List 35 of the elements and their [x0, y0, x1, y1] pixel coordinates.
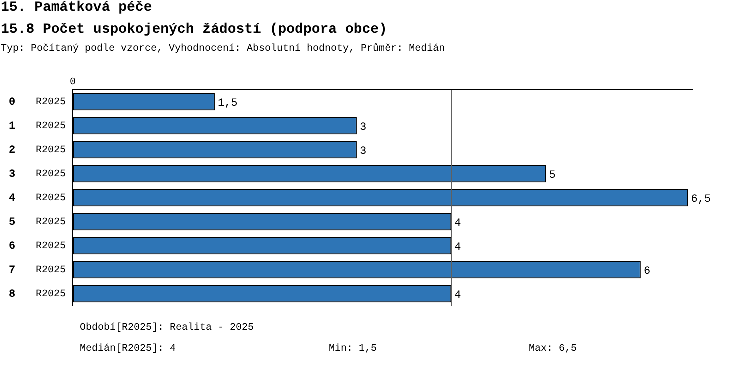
- text: R2025: [36, 266, 66, 277]
- y-tick-label: 0: [9, 96, 16, 109]
- y-tick-label: 4: [9, 192, 16, 205]
- data-label: 4: [454, 242, 462, 254]
- data-label: 6: [644, 266, 651, 278]
- chart-subtitle: 15.8 Počet uspokojených žádostí (podpora obce): [1, 22, 388, 38]
- text: Období[R2025]: Realita - 2025: [80, 323, 254, 334]
- text: R2025: [36, 122, 66, 133]
- text: 0: [70, 78, 76, 89]
- y-tick-label: 7: [9, 264, 16, 277]
- y-tick-label: 5: [9, 216, 16, 229]
- text: Medián[R2025]: 4: [80, 344, 176, 355]
- y-tick-label: 6: [9, 240, 16, 253]
- data-label: 4: [454, 218, 462, 230]
- series-label: R2025: [36, 98, 66, 109]
- chart-title: 15. Památková péče: [1, 0, 152, 16]
- y-tick-label: 2: [9, 144, 16, 157]
- data-label: 1,5: [218, 98, 238, 110]
- text: Max: 6,5: [529, 344, 578, 355]
- data-label: 3: [360, 122, 367, 134]
- y-tick-label: 8: [9, 288, 16, 301]
- text: R2025: [36, 218, 66, 229]
- data-label: 3: [360, 146, 367, 158]
- text: Typ: Počítaný podle vzorce, Vyhodnocení: Absolutní hodnoty, Průměr: Medián: [1, 44, 446, 55]
- text: R2025: [36, 290, 66, 301]
- text: R2025: [36, 194, 66, 205]
- text: Min: 1,5: [329, 344, 378, 355]
- data-label: 4: [454, 290, 462, 302]
- y-tick-label: 1: [9, 120, 16, 133]
- text: R2025: [36, 146, 66, 157]
- text: R2025: [36, 170, 66, 181]
- data-label: 5: [549, 170, 556, 182]
- text: R2025: [36, 242, 66, 253]
- y-tick-label: 3: [9, 168, 16, 181]
- data-label: 6,5: [691, 194, 712, 206]
